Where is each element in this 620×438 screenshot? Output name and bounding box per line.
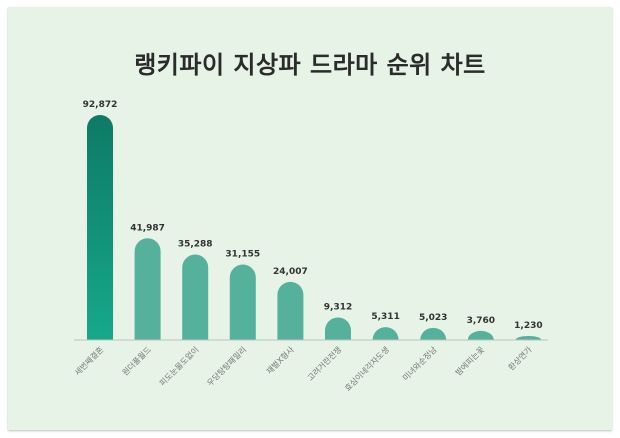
category-label-2: 원더풀월드	[120, 344, 153, 377]
value-label-6: 9,312	[324, 302, 352, 312]
value-label-1: 92,872	[83, 100, 118, 110]
category-label-8: 미녀와순정남	[400, 344, 439, 383]
value-label-8: 5,023	[419, 313, 447, 323]
value-label-9: 3,760	[467, 316, 495, 326]
category-label-4: 우당탕탕패밀리	[205, 344, 249, 388]
bar-10	[515, 336, 542, 340]
value-label-5: 24,007	[273, 267, 308, 277]
bar-8	[420, 327, 447, 340]
category-label-10: 환상연가	[506, 344, 534, 372]
value-label-7: 5,311	[371, 312, 399, 322]
bar-3	[182, 254, 209, 340]
bar-9	[467, 330, 494, 340]
category-label-1: 세번째결혼	[72, 344, 105, 377]
bar-chart: 92,872 세번째결혼 41,987 원더풀월드 35,288 피도눈물도없이 31,15…	[72, 100, 548, 393]
bar-7	[372, 327, 399, 340]
chart-card: 랭키파이 지상파 드라마 순위 차트 92,872 세번째결혼 41,987 원더풀월…	[8, 7, 612, 430]
value-label-2: 41,987	[130, 223, 165, 233]
value-label-4: 31,155	[225, 250, 260, 260]
value-label-3: 35,288	[178, 240, 213, 250]
bar-6	[325, 317, 351, 340]
bar-2	[134, 238, 161, 340]
category-label-6: 고려거란전쟁	[305, 344, 343, 382]
chart-title: 랭키파이 지상파 드라마 순위 차트	[134, 51, 486, 79]
bar-5	[277, 281, 304, 340]
category-label-5: 재벌X형사	[264, 344, 296, 376]
bar-4	[229, 264, 256, 340]
category-label-3: 피도눈물도없이	[157, 344, 201, 388]
category-label-7: 효심이네각자도생	[342, 344, 391, 393]
value-label-10: 1,230	[514, 321, 542, 331]
category-label-9: 밤에피는꽃	[453, 344, 486, 377]
bar-1	[87, 115, 113, 340]
